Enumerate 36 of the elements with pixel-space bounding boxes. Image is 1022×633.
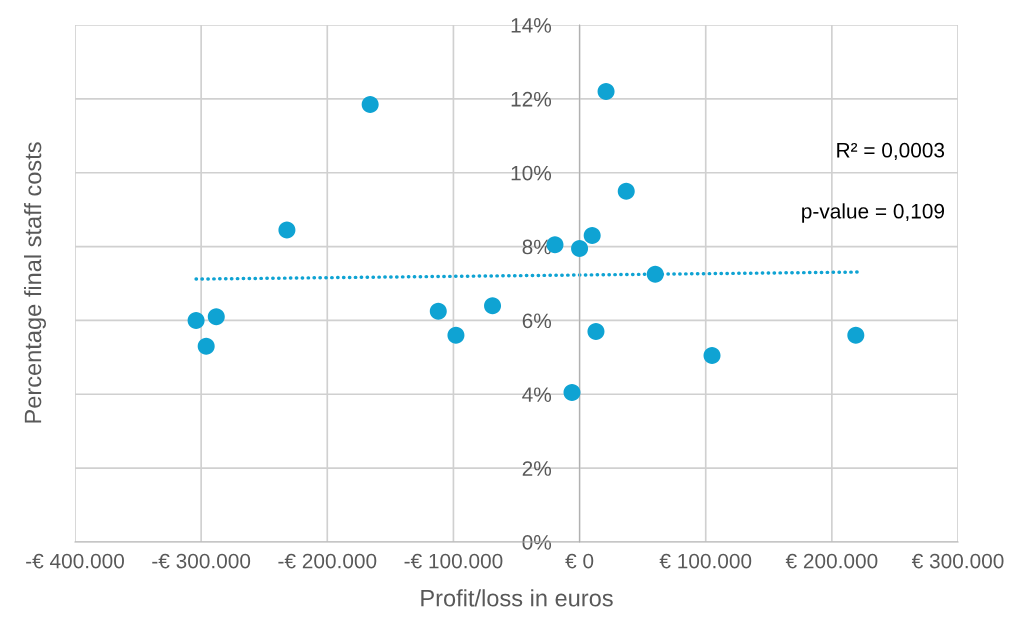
y-tick-label: 10% — [511, 165, 552, 181]
y-tick-label: 6% — [522, 313, 552, 329]
x-tick-label: -€ 400.000 — [26, 553, 124, 569]
annotation: p-value = 0,109 — [802, 203, 945, 223]
y-tick-label: 0% — [522, 535, 552, 550]
x-axis-title: Profit/loss in euros — [421, 589, 613, 607]
point — [587, 323, 605, 341]
point — [207, 308, 225, 326]
point — [429, 302, 447, 320]
point — [197, 337, 215, 355]
point — [597, 82, 615, 100]
point — [847, 326, 865, 344]
x-tick-label: -€ 100.000 — [404, 553, 503, 569]
x-tick-label: € 0 — [565, 553, 594, 569]
point — [187, 311, 205, 329]
x-tick-label: -€ 300.000 — [152, 553, 251, 569]
x-tick-label: € 300.000 — [911, 553, 1004, 569]
x-tick-label: € 100.000 — [659, 553, 752, 569]
point — [583, 226, 601, 244]
point — [646, 265, 664, 283]
point — [563, 383, 581, 401]
annotation: R² = 0,0003 — [837, 142, 945, 161]
y-tick-label: 2% — [522, 461, 552, 476]
point — [278, 221, 296, 239]
point — [617, 182, 635, 200]
point — [571, 239, 589, 257]
y-tick-label: 12% — [511, 91, 552, 107]
x-tick-label: € 200.000 — [785, 553, 878, 569]
y-axis-title: Percentage final staff costs — [24, 142, 46, 423]
y-tick-label: 4% — [522, 387, 552, 402]
point — [703, 347, 721, 365]
point — [447, 326, 465, 344]
x-tick-label: -€ 200.000 — [278, 553, 377, 569]
point — [484, 297, 502, 315]
y-tick-label: 14% — [511, 18, 552, 33]
point — [361, 95, 379, 113]
